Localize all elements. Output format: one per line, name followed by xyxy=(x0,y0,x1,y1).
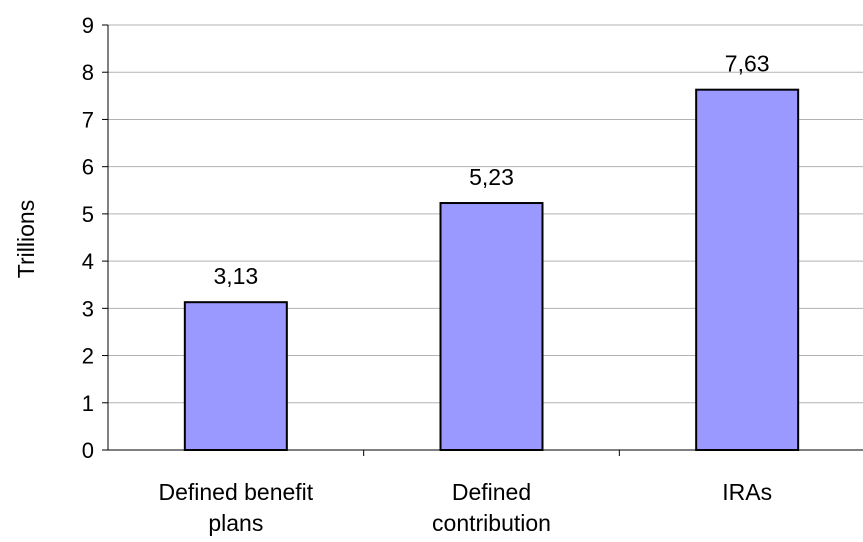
x-category-label: Defined xyxy=(452,479,531,505)
bar-value-label: 7,63 xyxy=(725,51,770,77)
y-tick-label: 0 xyxy=(82,438,94,463)
y-tick-label: 2 xyxy=(82,344,94,369)
y-tick-label: 7 xyxy=(82,107,94,132)
bars: 3,13 5,23 7,63 xyxy=(183,51,800,452)
y-axis-ticks: 0 1 2 3 4 5 6 7 8 9 xyxy=(82,13,94,463)
x-category-label: plans xyxy=(208,510,263,536)
y-tick-label: 4 xyxy=(82,249,94,274)
bar-value-label: 5,23 xyxy=(469,164,514,190)
y-tick-label: 3 xyxy=(82,296,94,321)
x-category-label: contribution xyxy=(432,510,551,536)
x-category-label: IRAs xyxy=(722,479,772,505)
bar xyxy=(439,202,544,451)
bar xyxy=(695,88,800,451)
x-category-label: Defined benefit xyxy=(158,479,313,505)
x-axis-labels: Defined benefit plans Defined contribution I… xyxy=(158,479,772,536)
bar-value-label: 3,13 xyxy=(213,263,258,289)
y-tick-label: 1 xyxy=(82,391,94,416)
axes xyxy=(102,24,863,456)
y-tick-label: 8 xyxy=(82,60,94,85)
y-axis-title: Trillions xyxy=(13,200,39,278)
y-tick-label: 9 xyxy=(82,13,94,38)
y-tick-label: 5 xyxy=(82,202,94,227)
bar xyxy=(183,301,288,452)
y-tick-label: 6 xyxy=(82,155,94,180)
